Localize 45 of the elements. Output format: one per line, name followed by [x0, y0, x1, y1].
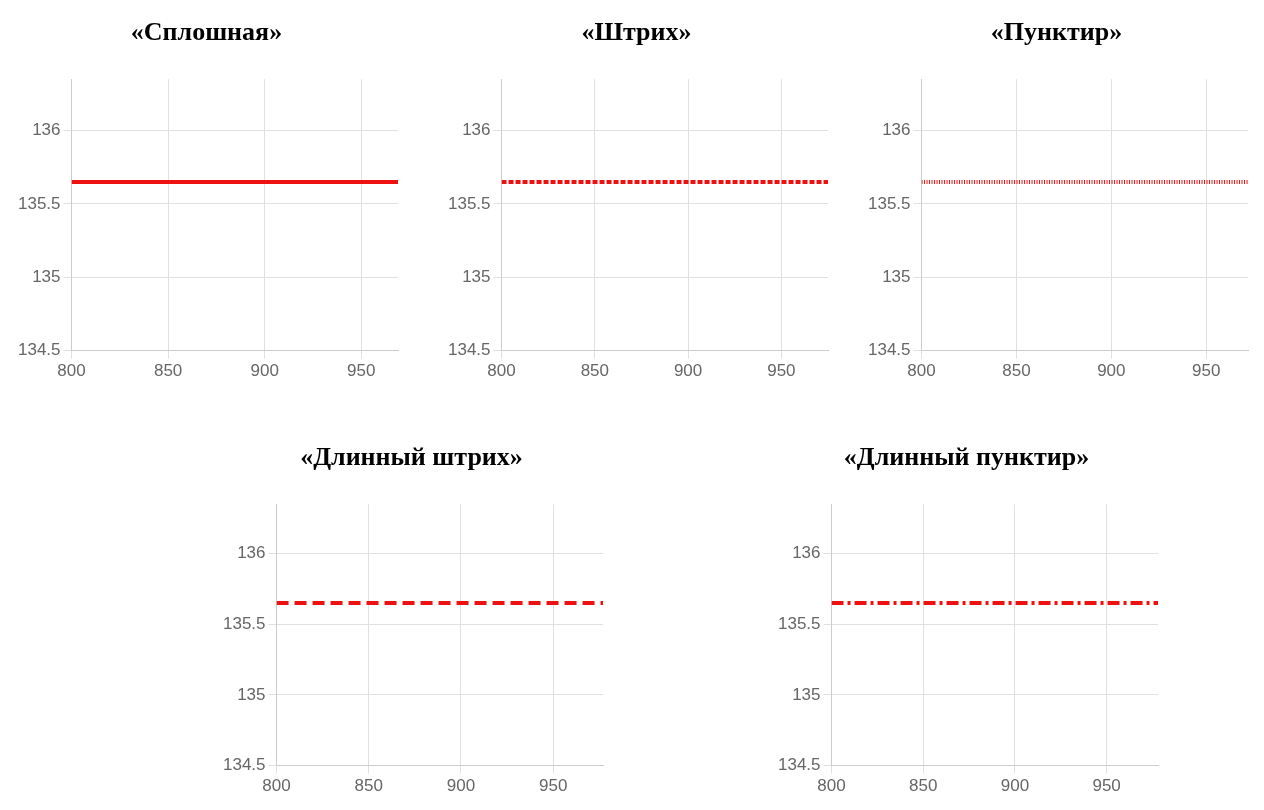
y-tick-label: 134.5: [17, 340, 61, 360]
y-tick-label: 136: [237, 543, 266, 563]
y-tick-label: 136: [792, 543, 821, 563]
chart-title: «Длинный штрих»: [300, 442, 523, 472]
y-tick-label: 135: [32, 266, 61, 286]
chart-title: «Пунктир»: [990, 17, 1123, 47]
x-tick-label: 850: [153, 361, 183, 381]
chart-title: «Сплошная»: [130, 17, 283, 47]
y-tick-label: 135: [792, 684, 821, 704]
x-tick-label: 850: [354, 776, 383, 796]
x-tick-label: 950: [767, 361, 796, 381]
x-tick-label: 900: [1097, 361, 1126, 381]
x-tick-label: 950: [1092, 776, 1121, 796]
y-tick-label: 135.5: [867, 193, 911, 213]
y-tick-label: 135.5: [447, 193, 491, 213]
x-tick-label: 900: [673, 361, 703, 381]
y-tick-label: 135: [882, 266, 911, 286]
x-tick-label: 800: [817, 776, 846, 796]
y-tick-label: 136: [32, 120, 61, 140]
x-tick-label: 900: [446, 776, 476, 796]
y-tick-label: 135.5: [777, 613, 821, 633]
y-tick-label: 134.5: [222, 755, 266, 775]
y-tick-label: 136: [882, 120, 911, 140]
x-tick-label: 900: [1000, 776, 1030, 796]
x-tick-label: 950: [539, 776, 568, 796]
chart-title: «Штрих»: [581, 17, 692, 47]
y-tick-label: 134.5: [447, 340, 491, 360]
x-tick-label: 900: [250, 361, 279, 381]
x-tick-label: 800: [907, 361, 936, 381]
x-tick-label: 800: [487, 361, 516, 381]
y-tick-label: 135: [462, 266, 491, 286]
x-tick-label: 950: [1192, 361, 1221, 381]
x-tick-label: 800: [262, 776, 291, 796]
y-tick-label: 135.5: [222, 613, 266, 633]
x-tick-label: 800: [57, 361, 86, 381]
chart-title: «Длинный пунктир»: [843, 442, 1090, 472]
x-tick-label: 950: [347, 361, 376, 381]
x-tick-label: 850: [909, 776, 938, 796]
x-tick-label: 850: [580, 361, 609, 381]
y-tick-label: 134.5: [867, 340, 911, 360]
y-tick-label: 135: [237, 684, 266, 704]
x-tick-label: 850: [1002, 361, 1031, 381]
y-tick-label: 135.5: [17, 193, 61, 213]
y-tick-label: 134.5: [777, 755, 821, 775]
y-tick-label: 136: [462, 120, 491, 140]
